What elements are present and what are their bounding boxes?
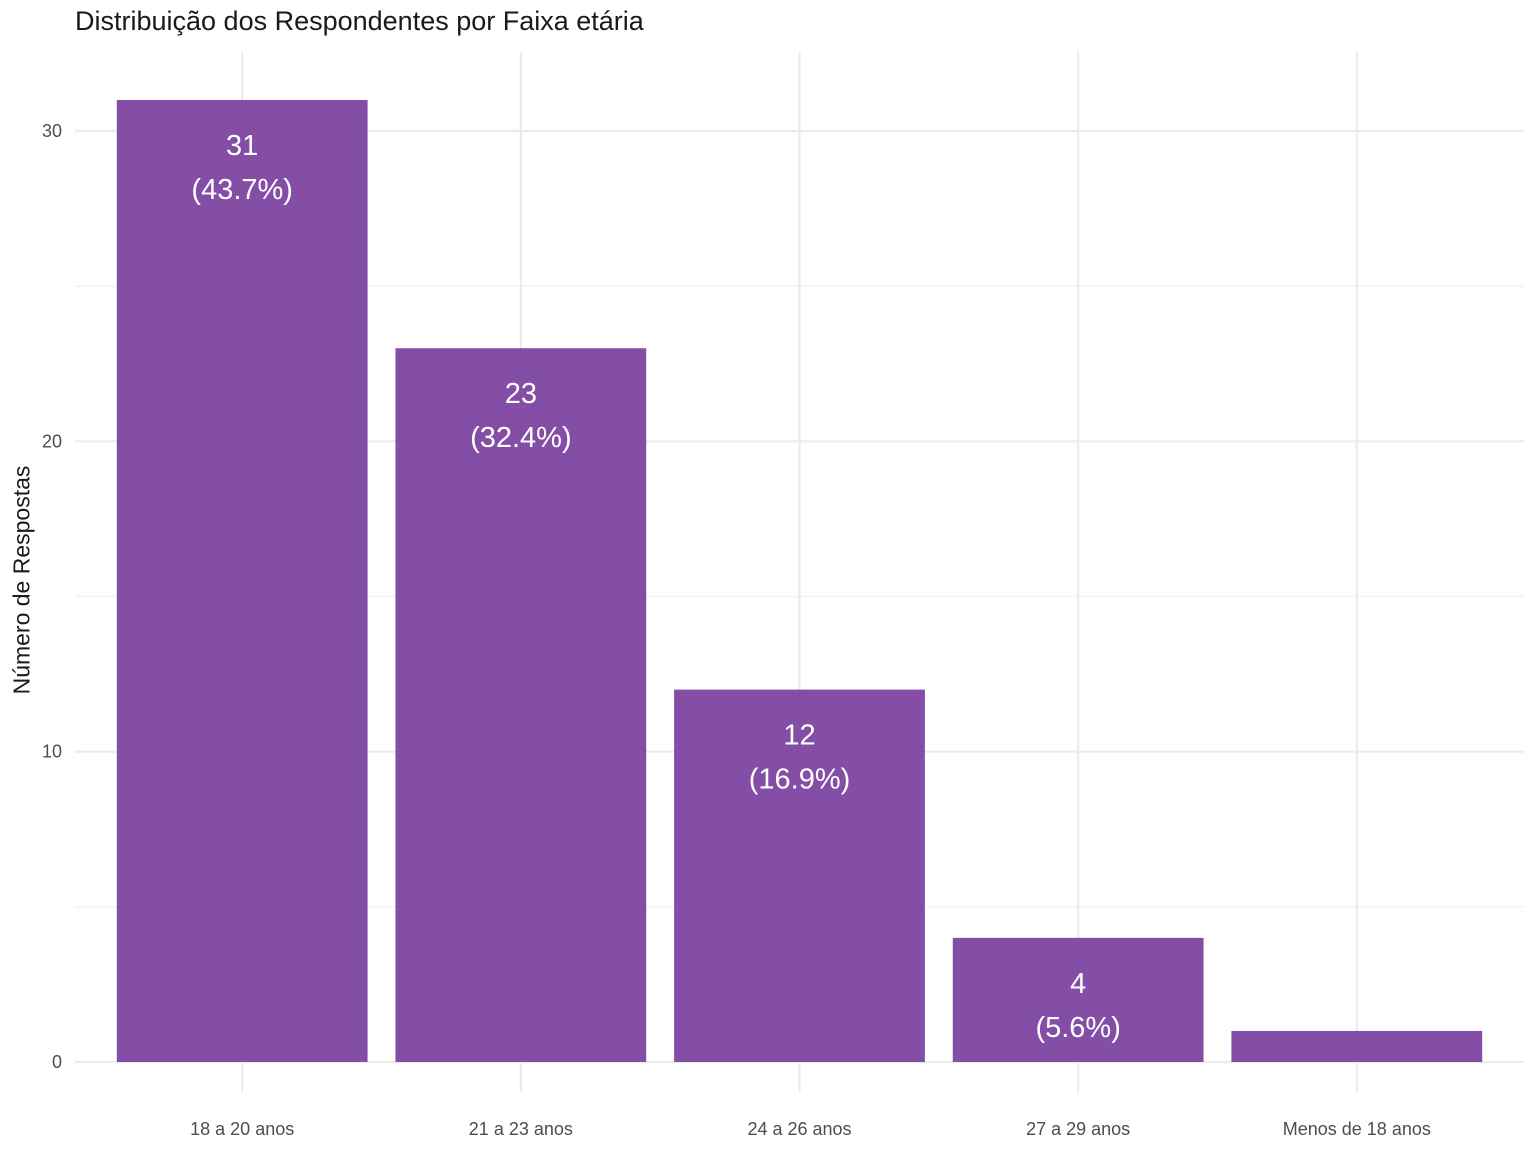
bars xyxy=(116,99,1483,1062)
data-label-count: 4 xyxy=(1070,968,1086,1000)
bar-5 xyxy=(1231,1030,1483,1062)
bar-1 xyxy=(116,99,368,1062)
x-tick-label: 18 a 20 anos xyxy=(190,1119,294,1139)
chart-title: Distribuição dos Respondentes por Faixa … xyxy=(75,6,644,36)
bar-4 xyxy=(952,937,1204,1062)
x-tick-label: Menos de 18 anos xyxy=(1283,1119,1431,1139)
data-label-percent: (43.7%) xyxy=(191,174,293,206)
y-tick-label: 0 xyxy=(52,1052,62,1072)
data-label-count: 31 xyxy=(226,130,258,162)
x-tick-label: 24 a 26 anos xyxy=(747,1119,851,1139)
axis-ticks: 0 10 20 30 18 a 20 anos 21 a 23 anos 24 a 26 a… xyxy=(42,121,1431,1139)
bar-3 xyxy=(674,689,925,1062)
x-tick-label: 27 a 29 anos xyxy=(1026,1119,1130,1139)
data-label-percent: (32.4%) xyxy=(470,422,572,454)
data-labels: 31 (43.7%) 23 (32.4%) 12 (16.9%) 4 (5.6%) xyxy=(191,130,1120,1044)
bar-2 xyxy=(395,348,647,1062)
x-tick-label: 21 a 23 anos xyxy=(469,1119,573,1139)
data-label-count: 23 xyxy=(505,378,537,410)
y-tick-label: 20 xyxy=(42,431,62,451)
data-label-percent: (5.6%) xyxy=(1035,1012,1120,1044)
data-label-count: 12 xyxy=(783,720,815,752)
y-tick-label: 10 xyxy=(42,742,62,762)
data-label-percent: (16.9%) xyxy=(749,764,851,796)
y-tick-label: 30 xyxy=(42,121,62,141)
